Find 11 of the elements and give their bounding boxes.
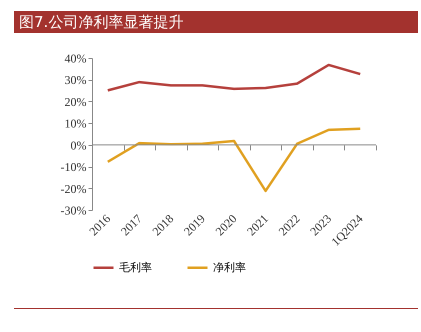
y-tick-label: 0% bbox=[70, 138, 86, 152]
y-tick-label: -20% bbox=[60, 182, 86, 196]
y-tick-label: 30% bbox=[64, 73, 86, 88]
y-tick-label: 10% bbox=[64, 116, 86, 131]
y-tick-label: 40% bbox=[64, 52, 86, 66]
y-tick-label: -30% bbox=[60, 204, 86, 218]
legend-label: 净利率 bbox=[213, 260, 246, 274]
y-tick-label: 20% bbox=[64, 94, 86, 109]
y-tick-label: -10% bbox=[60, 160, 86, 174]
legend-label: 毛利率 bbox=[119, 260, 152, 274]
chart-title: 图7.公司净利率显著提升 bbox=[14, 11, 418, 33]
